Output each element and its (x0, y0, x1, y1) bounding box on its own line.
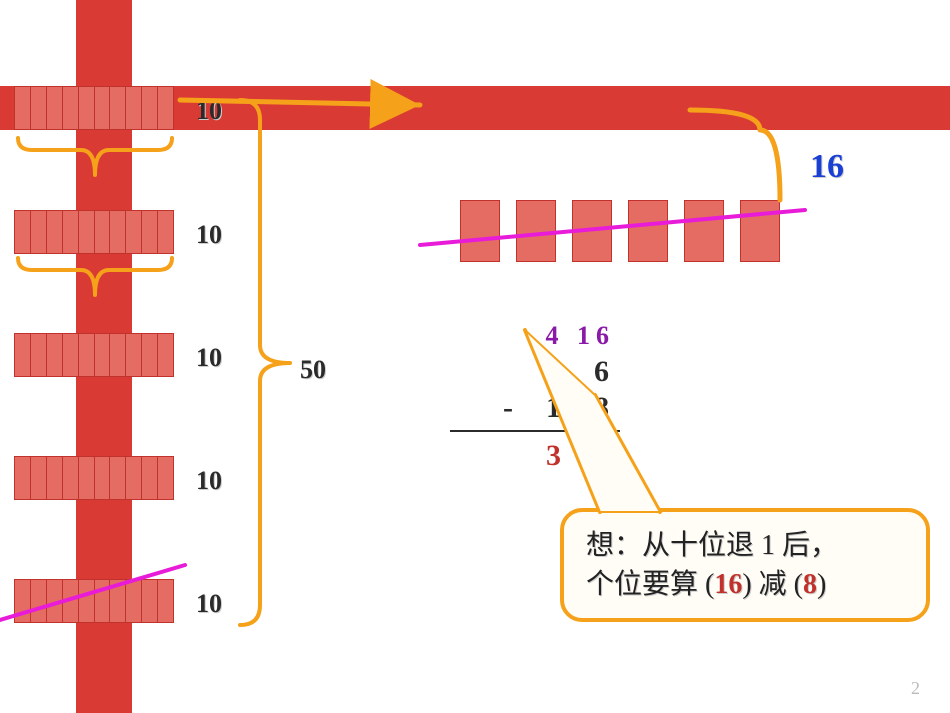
callout-num1: 16 (714, 569, 742, 600)
subtraction-work: 4 165 6- 1 83 8 (455, 318, 615, 474)
ten-block (14, 579, 174, 623)
ten-block-label: 10 (196, 343, 222, 373)
unit-block (740, 200, 780, 262)
sixteen-label: 16 (810, 148, 844, 186)
ten-block (14, 456, 174, 500)
explanation-callout: 想：从十位退 1 后， 个位要算 (16) 减 (8) (560, 508, 930, 622)
ten-block-label: 10 (196, 220, 222, 250)
unit-block (572, 200, 612, 262)
fifty-label: 50 (300, 355, 326, 385)
unit-block (628, 200, 668, 262)
subtrahend-row: - 1 8 (455, 390, 615, 426)
subtraction-rule (450, 430, 620, 432)
callout-mid: ) 减 ( (742, 569, 803, 600)
page-number: 2 (911, 678, 920, 699)
minuend-row: 5 6 (455, 354, 615, 390)
carry-tens: 4 (546, 321, 565, 350)
big-brace-50 (240, 100, 290, 625)
carry-ones: 16 (577, 321, 615, 350)
callout-num2: 8 (803, 569, 817, 600)
unit-block (516, 200, 556, 262)
unit-block (460, 200, 500, 262)
unit-block (684, 200, 724, 262)
callout-suffix: ) (817, 569, 826, 600)
ten-block-label: 10 (196, 466, 222, 496)
ten-block (14, 210, 174, 254)
ten-block (14, 333, 174, 377)
carry-row: 4 16 (455, 318, 615, 354)
callout-line1: 想：从十位退 1 后， (586, 530, 838, 561)
ten-block-label: 10 (196, 96, 222, 126)
ten-block (14, 86, 174, 130)
result-row: 3 8 (455, 438, 615, 474)
callout-line2-prefix: 个位要算 ( (586, 569, 714, 600)
ten-block-label: 10 (196, 589, 222, 619)
